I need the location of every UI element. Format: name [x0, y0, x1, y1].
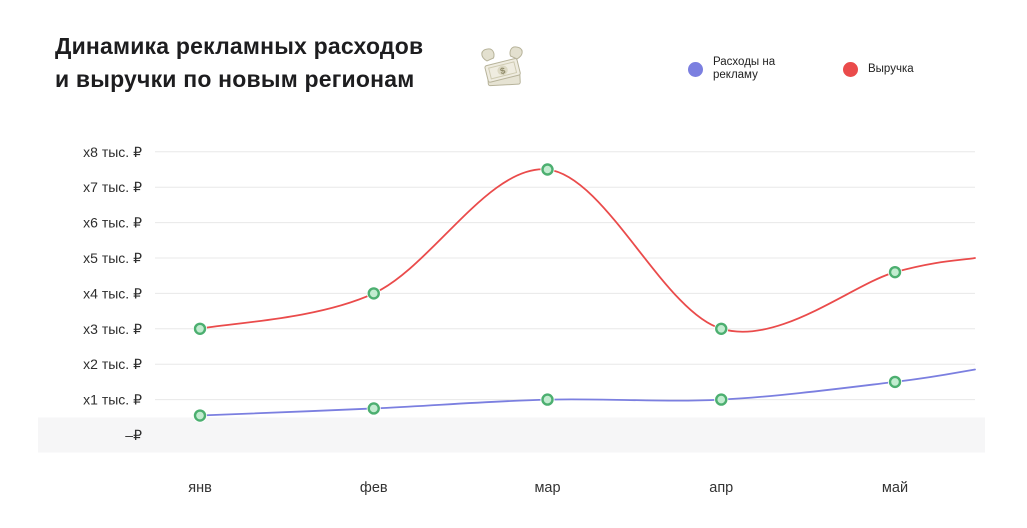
legend-label: Выручка [868, 62, 914, 75]
y-tick-label: –₽ [125, 427, 142, 443]
revenue-data-point-marker [888, 265, 902, 279]
legend-label: Расходы на рекламу [713, 56, 776, 81]
revenue-data-point-marker [367, 287, 380, 300]
legend-item-revenue: Выручка [843, 61, 914, 77]
revenue-data-point-marker [715, 322, 728, 335]
svg-text:$: $ [499, 65, 506, 76]
x-tick-label: апр [709, 480, 733, 496]
x-tick-label: фев [360, 480, 388, 496]
y-tick-label: x4 тыс. ₽ [83, 285, 142, 301]
page-title: Динамика рекламных расходов и выручки по… [55, 30, 423, 96]
y-tick-label: x8 тыс. ₽ [83, 144, 142, 160]
ad-spend-data-point-marker [715, 393, 728, 406]
revenue-data-point-marker [541, 163, 554, 176]
zero-band [38, 417, 985, 453]
revenue-legend-dot-icon [843, 61, 858, 77]
legend: Расходы на рекламу Выручка [688, 56, 914, 82]
ad-spend-data-point-marker [541, 393, 554, 406]
money-with-wings-icon: $ [478, 46, 526, 95]
y-tick-label: x1 тыс. ₽ [83, 392, 142, 408]
ad-spend-legend-dot-icon [688, 61, 703, 77]
ad-spend-data-point-marker [193, 409, 207, 422]
y-tick-label: x3 тыс. ₽ [83, 321, 142, 337]
y-tick-label: x2 тыс. ₽ [83, 356, 142, 372]
page-title-line1: Динамика рекламных расходов [55, 33, 424, 59]
y-tick-label: x5 тыс. ₽ [83, 250, 142, 266]
ad-spend-line [199, 368, 976, 417]
x-tick-label: мар [534, 480, 560, 496]
revenue-data-point-marker [193, 322, 207, 335]
y-tick-label: x6 тыс. ₽ [83, 215, 142, 231]
page-title-line2: и выручки по новым регионам [55, 66, 415, 92]
legend-item-ad-spend: Расходы на рекламу [688, 56, 797, 82]
y-tick-label: x7 тыс. ₽ [83, 179, 142, 195]
ad-spend-data-point-marker [888, 375, 902, 389]
x-tick-label: май [882, 480, 908, 496]
ad-spend-data-point-marker [367, 402, 380, 415]
revenue-line [199, 168, 976, 333]
x-tick-label: янв [188, 480, 212, 496]
